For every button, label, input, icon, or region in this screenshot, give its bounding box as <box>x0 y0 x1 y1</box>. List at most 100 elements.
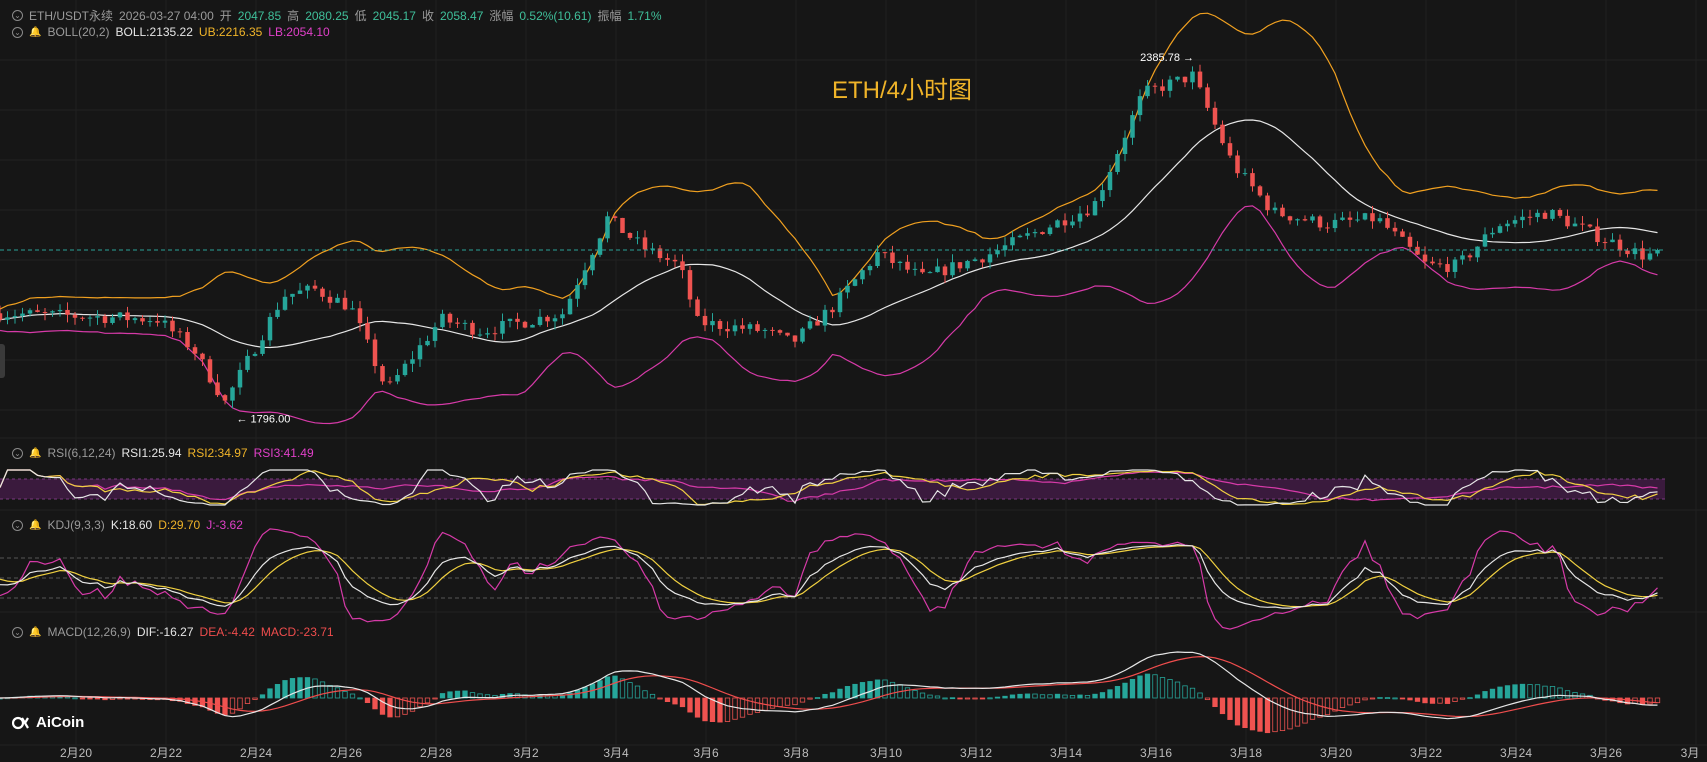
candle-body <box>282 296 288 310</box>
candle-body <box>837 292 843 313</box>
macd-dea-value: DEA:-4.42 <box>199 625 255 639</box>
boll-lines <box>0 12 1658 425</box>
macd-histogram-bar <box>72 697 78 700</box>
bell-icon[interactable]: 🔔 <box>29 626 42 638</box>
candle-body <box>245 355 250 370</box>
candle-body <box>1467 255 1473 258</box>
x-tick-label: 2月26 <box>330 746 362 760</box>
candle-body <box>545 316 550 322</box>
candle-body <box>620 217 625 234</box>
macd-histogram-bar <box>1377 697 1383 699</box>
macd-histogram-bar <box>1069 694 1076 699</box>
macd-histogram-bar <box>267 688 273 699</box>
macd-histogram-bar <box>1182 685 1188 699</box>
candle-body <box>635 237 640 239</box>
macd-dea-line <box>0 655 1658 718</box>
candle-body <box>110 317 115 323</box>
macd-histogram-bar <box>439 693 446 699</box>
macd-histogram-bar <box>1197 692 1203 699</box>
candle-body <box>1407 236 1413 247</box>
bell-icon[interactable]: 🔔 <box>29 519 42 531</box>
macd-histogram-bar <box>1422 697 1428 704</box>
x-tick-label: 3月12 <box>960 746 992 760</box>
bell-icon[interactable]: 🔔 <box>29 447 42 459</box>
macd-histogram-bar <box>1092 693 1098 699</box>
candle-body <box>950 262 955 276</box>
macd-histogram-bar <box>364 697 371 704</box>
candle-body <box>455 322 460 324</box>
macd-histogram-bar <box>927 694 933 699</box>
macd-histogram-bar <box>619 678 626 699</box>
x-tick-label: 3月6 <box>693 746 719 760</box>
macd-histogram-bar <box>942 697 948 700</box>
candle-body <box>1302 219 1308 221</box>
boll-lb-value: LB:2054.10 <box>268 25 330 39</box>
macd-histogram-bar <box>1264 697 1271 734</box>
candle-body <box>312 285 318 289</box>
candle-body <box>1415 246 1420 255</box>
macd-histogram-bar <box>852 683 858 699</box>
collapse-chevron-icon[interactable]: ⌄ <box>12 626 23 638</box>
candle-body <box>417 345 423 360</box>
open-value: 2047.85 <box>237 8 282 23</box>
candle-body <box>1280 207 1285 217</box>
candle-body <box>1355 219 1360 221</box>
macd-histogram-bar <box>604 676 611 699</box>
candle-body <box>357 308 363 324</box>
collapse-chevron-icon[interactable]: ⌄ <box>12 447 23 459</box>
x-tick-label: 3月10 <box>870 746 902 760</box>
macd-histogram-bar <box>912 689 918 699</box>
collapse-chevron-icon[interactable]: ⌄ <box>12 10 23 21</box>
candle-body <box>305 285 310 291</box>
macd-histogram-bar <box>792 697 798 706</box>
candle-body <box>822 309 828 326</box>
macd-histogram-bar <box>957 697 963 700</box>
macd-histogram-bar <box>837 688 843 699</box>
candle-body <box>710 321 715 326</box>
x-tick-label: 3月8 <box>783 746 809 760</box>
candle-body <box>1055 220 1060 228</box>
macd-histogram-bar <box>282 680 288 699</box>
candle-body <box>830 309 835 313</box>
candle-body <box>957 262 963 269</box>
macd-histogram-bar <box>462 690 468 699</box>
collapse-chevron-icon[interactable]: ⌄ <box>12 519 23 531</box>
macd-histogram-bar <box>1519 683 1526 699</box>
main-pane <box>0 12 1665 425</box>
candle-body <box>1212 107 1218 125</box>
collapse-chevron-icon[interactable]: ⌄ <box>12 26 23 38</box>
macd-value: MACD:-23.71 <box>260 625 334 639</box>
side-panel-handle[interactable] <box>0 344 5 378</box>
macd-histogram-bar <box>1249 697 1256 731</box>
macd-histogram-bar <box>1369 697 1376 700</box>
macd-histogram-bar <box>1114 686 1121 699</box>
candle-body <box>1542 212 1548 219</box>
candle-body <box>102 316 108 323</box>
macd-histogram-bar <box>1512 684 1518 699</box>
macd-histogram-bar <box>244 697 251 704</box>
macd-histogram-bar <box>784 697 791 706</box>
macd-histogram-bar <box>1122 682 1128 699</box>
macd-histogram-bar <box>1167 679 1173 699</box>
macd-histogram-bar <box>1362 697 1368 701</box>
candle-body <box>1497 226 1503 233</box>
candle-body <box>1580 223 1585 225</box>
x-tick-label: 2月24 <box>240 746 272 760</box>
candle-body <box>680 261 685 271</box>
rsi1-value: RSI1:25.94 <box>121 446 182 460</box>
macd-histogram-bar <box>627 682 633 699</box>
macd-histogram-bar <box>402 697 408 715</box>
macd-histogram-bar <box>777 697 783 707</box>
macd-histogram-bar <box>934 695 941 699</box>
x-tick-label: 3月18 <box>1230 746 1262 760</box>
candle-body <box>815 321 820 326</box>
macd-histogram-bar <box>274 684 281 699</box>
bell-icon[interactable]: 🔔 <box>29 26 42 38</box>
candle-body <box>95 316 100 318</box>
candle-body <box>762 329 768 331</box>
macd-histogram-bar <box>1189 687 1196 699</box>
x-tick-label: 3月16 <box>1140 746 1172 760</box>
candle-body <box>440 313 445 328</box>
ohlc-header: ⌄ ETH/USDT永续 2026-03-27 04:00 开 2047.85 高… <box>12 7 662 24</box>
macd-histogram-bar <box>372 697 378 710</box>
